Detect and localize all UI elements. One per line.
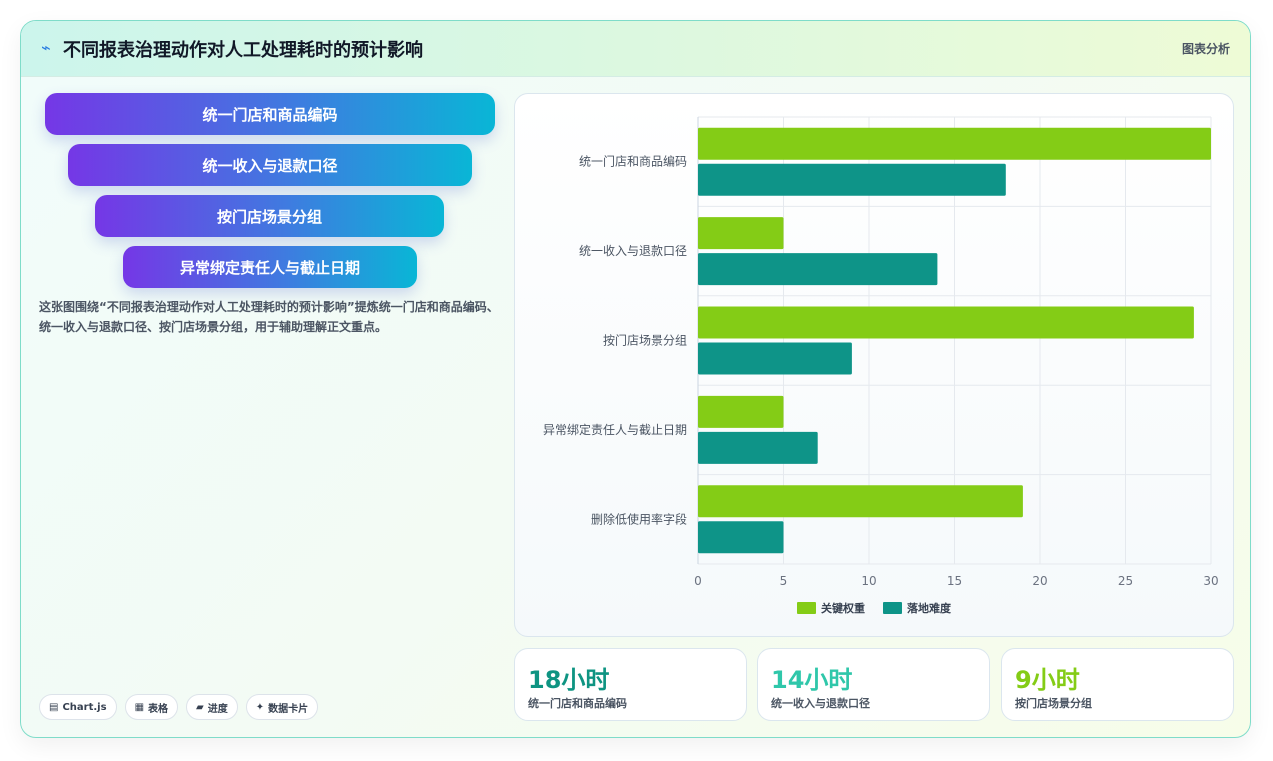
y-category-label: 按门店场景分组: [603, 333, 687, 348]
page-title: 不同报表治理动作对人工处理耗时的预计影响: [63, 40, 423, 61]
header-bar: ⌁ 不同报表治理动作对人工处理耗时的预计影响 图表分析: [21, 21, 1250, 77]
chip-data-card[interactable]: ✦ 数据卡片: [245, 694, 319, 720]
y-category-label: 统一门店和商品编码: [579, 154, 687, 169]
funnel-item-label: 统一收入与退款口径: [202, 156, 338, 175]
bar-0: [698, 306, 1194, 339]
table-icon: ▦: [134, 701, 145, 713]
chip-list: ▤ Chart.js ▦ 表格 ▰ 进度 ✦ 数据卡片: [39, 694, 319, 720]
chip-label: 数据卡片: [268, 703, 309, 715]
chart-icon: ▤: [49, 701, 59, 713]
funnel-item: 异常绑定责任人与截止日期: [123, 246, 417, 288]
x-tick-label: 15: [947, 574, 962, 588]
chart-analysis-tag: 图表分析: [1181, 42, 1230, 56]
bar-1: [698, 431, 818, 464]
sparkle-icon: ⌁: [41, 38, 51, 57]
chip-progress[interactable]: ▰ 进度: [186, 694, 238, 720]
main-card: ⌁ 不同报表治理动作对人工处理耗时的预计影响 图表分析 统一门店和商品编码 统一…: [20, 20, 1251, 738]
legend-swatch: [797, 602, 816, 614]
y-category-label: 统一收入与退款口径: [579, 244, 687, 258]
bar-1: [698, 342, 852, 375]
kpi-value: 14小时: [771, 666, 853, 694]
x-tick-label: 30: [1203, 574, 1218, 588]
funnel-item-label: 异常绑定责任人与截止日期: [179, 258, 360, 277]
legend-swatch: [883, 602, 902, 614]
bar-0: [698, 485, 1023, 518]
funnel-item: 统一收入与退款口径: [68, 144, 472, 186]
kpi-card: 14小时 统一收入与退款口径: [757, 648, 990, 721]
x-tick-label: 20: [1032, 574, 1047, 588]
legend-label: 关键权重: [821, 601, 865, 615]
chip-chartjs[interactable]: ▤ Chart.js: [39, 694, 117, 720]
kpi-label: 统一门店和商品编码: [528, 697, 627, 710]
sparkle-icon: ✦: [255, 701, 265, 713]
kpi-label: 按门店场景分组: [1015, 697, 1092, 710]
bar-chart: 0 5 10 15 20 25 30 统一门店和商品编码统一收入与退款口径按门店场景分组异常绑…: [543, 116, 1219, 615]
kpi-label: 统一收入与退款口径: [771, 697, 870, 710]
bar-0: [698, 395, 784, 428]
bar-1: [698, 253, 938, 286]
bar-1: [698, 163, 1006, 196]
funnel-item: 统一门店和商品编码: [45, 93, 495, 135]
chip-label: 表格: [148, 703, 169, 715]
funnel-item-label: 统一门店和商品编码: [202, 105, 338, 124]
bar-0: [698, 127, 1211, 160]
legend-label: 落地难度: [907, 601, 952, 615]
x-tick-label: 0: [694, 574, 702, 588]
description-text: 这张图围绕“不同报表治理动作对人工处理耗时的预计影响”提炼统一门店和商品编码、统…: [39, 300, 499, 334]
progress-icon: ▰: [196, 701, 204, 713]
x-tick-label: 25: [1118, 574, 1133, 588]
chip-table[interactable]: ▦ 表格: [124, 694, 179, 720]
kpi-value: 9小时: [1015, 666, 1080, 694]
chip-label: Chart.js: [62, 701, 107, 713]
x-tick-label: 5: [780, 574, 788, 588]
x-tick-label: 10: [861, 574, 876, 588]
funnel-item: 按门店场景分组: [95, 195, 444, 237]
y-category-label: 删除低使用率字段: [591, 511, 687, 526]
chip-label: 进度: [207, 703, 228, 715]
bar-1: [698, 521, 784, 554]
y-category-label: 异常绑定责任人与截止日期: [543, 422, 687, 437]
kpi-card: 9小时 按门店场景分组: [1001, 648, 1234, 721]
kpi-value: 18小时: [528, 666, 610, 694]
kpi-card: 18小时 统一门店和商品编码: [514, 648, 747, 721]
chart-panel: 0 5 10 15 20 25 30 统一门店和商品编码 统一收入与退款口径按门店场景分组异常绑…: [514, 93, 1234, 637]
funnel-item-label: 按门店场景分组: [216, 207, 322, 226]
bar-0: [698, 217, 784, 250]
